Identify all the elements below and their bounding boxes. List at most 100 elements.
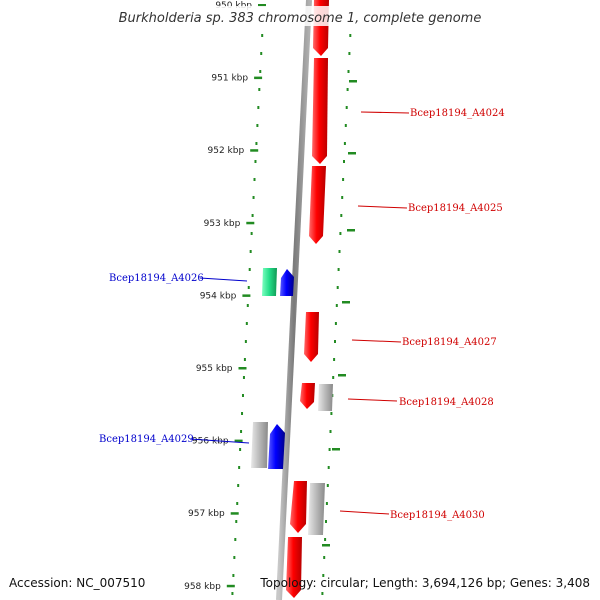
ring-dot xyxy=(249,250,252,253)
topology-text: Topology: circular; Length: 3,694,126 bp… xyxy=(260,576,590,590)
ring-dash xyxy=(338,374,346,377)
tick-mark xyxy=(226,584,235,588)
ring-dot xyxy=(242,376,245,379)
tick-label: 953 kbp xyxy=(204,219,241,229)
tick-mark xyxy=(250,149,259,152)
ring-dot xyxy=(324,538,327,541)
gene-feature-forward-2[interactable] xyxy=(286,537,302,598)
ring-dash xyxy=(342,301,350,304)
ring-dot xyxy=(348,52,351,55)
ring-dot xyxy=(325,502,328,505)
ring-dot xyxy=(329,430,332,433)
ring-dot xyxy=(252,196,255,199)
ring-dash xyxy=(322,544,330,547)
gene-label-line xyxy=(189,438,250,444)
ring-dot xyxy=(251,214,254,217)
ring-dot xyxy=(256,124,259,127)
tick-mark xyxy=(246,221,255,225)
ring-dot xyxy=(342,178,345,181)
dotted-ring-left xyxy=(231,34,264,595)
ring-dot xyxy=(343,142,346,145)
ring-dot xyxy=(255,142,258,145)
title-background xyxy=(104,6,496,26)
gene-label-line xyxy=(357,205,408,209)
ring-dot xyxy=(234,538,237,541)
gene-feature-a4026[interactable] xyxy=(280,269,294,296)
ring-dot xyxy=(232,574,235,577)
tick-mark xyxy=(238,367,247,370)
gene-label-a4024[interactable]: Bcep18194_A4024 xyxy=(410,108,505,119)
ring-dot xyxy=(327,466,330,469)
gene-feature-a4029[interactable] xyxy=(268,424,285,469)
ring-dot xyxy=(336,286,339,289)
ring-dot xyxy=(240,430,243,433)
ring-dot xyxy=(339,232,342,235)
ring-dot xyxy=(238,466,241,469)
ring-dot xyxy=(326,484,329,487)
ring-dot xyxy=(250,232,253,235)
gene-features xyxy=(251,0,333,598)
gene-label-a4029[interactable]: Bcep18194_A4029 xyxy=(99,434,194,445)
ring-dot xyxy=(244,340,247,343)
gene-feature-a4025[interactable] xyxy=(309,166,326,244)
ring-dot xyxy=(261,34,264,37)
ring-dot xyxy=(344,124,347,127)
gene-label-a4027[interactable]: Bcep18194_A4027 xyxy=(402,337,497,348)
tick-mark xyxy=(234,439,243,443)
ring-dot xyxy=(346,88,349,91)
ring-dot xyxy=(241,394,244,397)
ring-dot xyxy=(235,520,238,523)
gene-feature-a4027[interactable] xyxy=(304,312,319,362)
gene-label-a4028[interactable]: Bcep18194_A4028 xyxy=(399,397,494,408)
tick-label: 957 kbp xyxy=(188,509,225,519)
ring-dot xyxy=(341,196,344,199)
ring-dot xyxy=(322,574,325,577)
ring-dot xyxy=(246,304,249,307)
gene-label-line xyxy=(351,339,402,343)
gene-feature-a4028[interactable] xyxy=(300,383,315,409)
ring-dot xyxy=(328,448,331,451)
ring-dot xyxy=(253,178,256,181)
tick-mark xyxy=(258,4,266,7)
gene-feature-other-2[interactable] xyxy=(251,422,268,468)
ring-dot xyxy=(334,322,337,325)
gene-feature-other[interactable] xyxy=(318,384,333,411)
ring-dot xyxy=(239,448,242,451)
gene-feature-a4024[interactable] xyxy=(312,58,328,164)
ring-dot xyxy=(333,358,336,361)
ring-dot xyxy=(325,520,327,523)
dotted-ring-right xyxy=(321,34,357,595)
gene-feature-a4030[interactable] xyxy=(290,481,307,533)
ring-dot xyxy=(241,412,244,415)
ring-dash xyxy=(347,229,355,232)
accession-text: Accession: NC_007510 xyxy=(9,576,146,590)
ring-dot xyxy=(245,322,248,325)
ring-dot xyxy=(345,106,348,109)
gene-label-a4026[interactable]: Bcep18194_A4026 xyxy=(109,273,204,284)
ring-dot xyxy=(236,502,239,505)
ring-dot xyxy=(343,160,345,163)
tick-mark xyxy=(230,512,239,515)
ring-dot xyxy=(330,412,333,415)
ring-dot xyxy=(334,340,336,343)
ring-dot xyxy=(231,592,234,595)
ring-dot xyxy=(237,484,240,487)
tick-label: 958 kbp xyxy=(184,582,221,592)
ring-dot xyxy=(258,88,261,91)
gene-feature-rna[interactable] xyxy=(262,268,277,296)
ring-dash xyxy=(348,152,356,155)
gene-feature-other-3[interactable] xyxy=(308,483,325,535)
gene-labels: Bcep18194_A4024 Bcep18194_A4025 Bcep1819… xyxy=(99,108,505,521)
chromosome-backbone xyxy=(276,0,312,600)
gene-label-line xyxy=(199,277,248,282)
ring-dot xyxy=(257,106,260,109)
tick-mark xyxy=(242,294,251,297)
ring-dash xyxy=(332,448,340,451)
gene-label-a4030[interactable]: Bcep18194_A4030 xyxy=(390,510,485,521)
ring-dot xyxy=(323,556,326,559)
gene-label-a4025[interactable]: Bcep18194_A4025 xyxy=(408,203,503,214)
tick-mark xyxy=(254,76,263,80)
